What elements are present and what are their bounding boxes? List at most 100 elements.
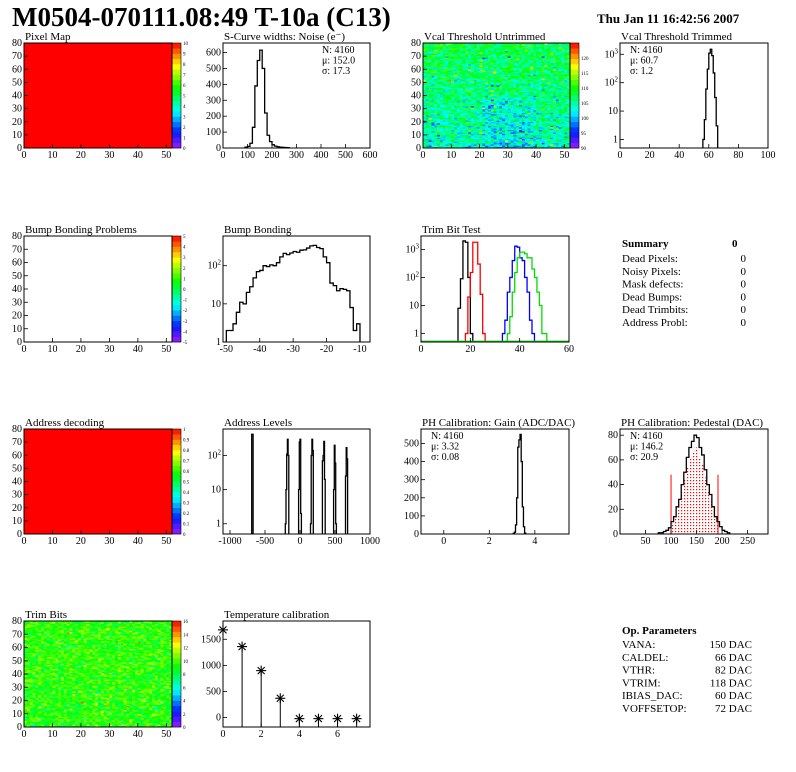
heatmap-cell — [465, 123, 469, 125]
heatmap-cell — [538, 90, 543, 92]
heatmap-cell — [499, 128, 503, 130]
heatmap-cell — [524, 100, 528, 103]
heatmap-cell — [428, 132, 432, 134]
heatmap-cell — [479, 58, 483, 61]
heatmap-cell — [533, 46, 537, 49]
heatmap-cell — [516, 100, 520, 103]
heatmap-cell — [555, 83, 559, 86]
heatmap-cell — [519, 92, 523, 95]
heatmap-cell — [425, 90, 429, 92]
heatmap-cell — [456, 94, 461, 96]
heatmap-cell — [544, 113, 548, 116]
heatmap-cell — [564, 142, 568, 145]
heatmap-cell — [29, 630, 33, 632]
heatmap-cell — [544, 49, 548, 52]
heatmap-cell — [561, 70, 565, 73]
heatmap-cell — [24, 712, 28, 715]
heatmap-cell — [567, 94, 571, 96]
heatmap-cell — [561, 113, 565, 116]
heatmap-cell — [504, 46, 509, 49]
heatmap-cell — [553, 140, 557, 142]
heatmap-cell — [550, 49, 554, 52]
heatmap-cell — [423, 128, 427, 130]
color-scale-label: 0.9 — [183, 439, 190, 444]
heatmap-cell — [428, 87, 432, 90]
heatmap-cell — [454, 116, 458, 119]
heatmap-cell — [558, 142, 562, 145]
heatmap-cell — [499, 67, 503, 70]
heatmap-cell — [454, 134, 458, 137]
heatmap-cell — [507, 100, 511, 103]
heatmap-cell — [533, 121, 537, 124]
heatmap-cell — [437, 92, 441, 95]
heatmap-cell — [524, 88, 528, 91]
heatmap-cell — [519, 88, 523, 91]
heatmap-cell — [527, 90, 531, 92]
heatmap-cell — [544, 112, 548, 115]
heatmap-cell — [428, 146, 432, 149]
heatmap-cell — [476, 70, 480, 73]
heatmap-cell — [530, 119, 534, 121]
heatmap-cell — [564, 50, 568, 53]
heatmap-cell — [488, 86, 492, 88]
heatmap-cell — [521, 49, 526, 52]
heatmap-cell — [24, 721, 28, 724]
heatmap-cell — [490, 123, 494, 125]
x-tick-label: 40 — [133, 536, 143, 547]
heatmap-cell — [536, 83, 540, 86]
heatmap-cell — [451, 142, 455, 145]
stat-line: N: 4160 — [322, 45, 355, 56]
heatmap-cell — [564, 81, 568, 83]
heatmap-cell — [448, 132, 452, 134]
heatmap-cell — [504, 70, 509, 73]
heatmap-cell — [564, 134, 568, 137]
heatmap-cell — [428, 66, 432, 69]
heatmap-cell — [541, 90, 545, 92]
heatmap-cell — [507, 66, 511, 69]
heatmap-cell — [471, 108, 475, 111]
heatmap-cell — [488, 119, 492, 121]
heatmap-cell — [26, 646, 30, 648]
heatmap-cell — [493, 138, 497, 141]
color-scale-step — [570, 53, 579, 60]
heatmap-cell — [527, 64, 531, 66]
heatmap-cell — [26, 647, 30, 650]
heatmap-cell — [488, 81, 492, 83]
heatmap-cell — [437, 75, 441, 78]
heatmap-cell — [482, 138, 486, 141]
heatmap-cell — [437, 69, 441, 71]
heatmap-cell — [504, 50, 509, 53]
heatmap-cell — [558, 119, 562, 121]
heatmap-cell — [479, 70, 483, 73]
heatmap-cell — [496, 69, 500, 71]
heatmap-cell — [431, 120, 435, 123]
heatmap-cell — [567, 44, 571, 46]
heatmap-cell — [496, 82, 500, 84]
heatmap-cell — [459, 117, 463, 120]
heatmap-cell — [547, 98, 551, 100]
heatmap-cell — [550, 74, 554, 77]
heatmap-cell — [24, 644, 28, 647]
heatmap-cell — [434, 65, 438, 67]
heatmap-cell — [533, 108, 537, 111]
heatmap-cell — [468, 92, 472, 95]
color-scale-label: -3 — [183, 320, 188, 325]
heatmap-cell — [468, 99, 472, 102]
heatmap-cell — [448, 94, 452, 96]
heatmap-cell — [29, 704, 33, 707]
heatmap-cell — [448, 75, 452, 78]
heatmap-cell — [445, 96, 449, 99]
heatmap-cell — [462, 82, 466, 84]
heatmap-cell — [550, 129, 554, 132]
heatmap-cell — [456, 50, 461, 53]
heatmap-cell — [564, 138, 568, 141]
heatmap-cell — [519, 102, 523, 104]
heatmap-cell — [468, 104, 472, 107]
heatmap-cell — [451, 88, 455, 91]
heatmap-cell — [567, 43, 571, 45]
color-scale-step — [172, 142, 181, 149]
heatmap-cell — [431, 77, 435, 79]
heatmap-cell — [521, 66, 526, 69]
heatmap-cell — [465, 100, 469, 103]
